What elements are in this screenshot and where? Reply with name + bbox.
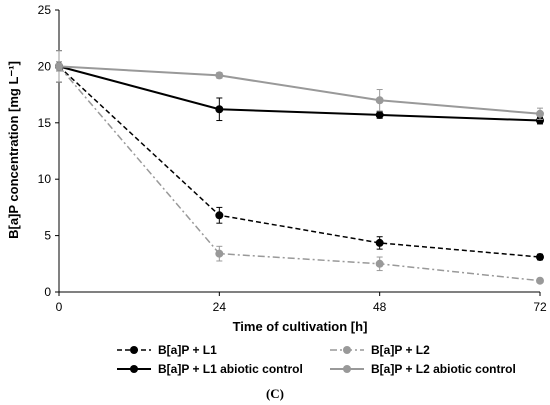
series-line (58, 65, 541, 122)
legend-marker (130, 365, 138, 373)
axes: 0 5 10 15 20 25 0 24 48 72 (38, 3, 547, 314)
x-axis-title: Time of cultivation [h] (233, 319, 368, 334)
series-3 (55, 61, 544, 120)
x-tick-label: 72 (533, 300, 547, 314)
data-point (215, 249, 224, 258)
data-point (375, 96, 384, 105)
legend-marker (130, 346, 138, 354)
data-point (215, 71, 224, 80)
y-tick-label: 5 (44, 229, 51, 243)
legend-marker (343, 346, 351, 354)
data-point (215, 105, 224, 114)
series-0 (55, 50, 544, 262)
y-tick-label: 15 (38, 116, 52, 130)
data-point (536, 276, 544, 285)
legend-item-2: B[a]P + L1 abiotic control (117, 362, 303, 376)
legend-label: B[a]P + L1 abiotic control (158, 362, 303, 376)
data-point (536, 116, 544, 125)
series-line (58, 65, 541, 115)
y-axis-title: B[a]P concentration [mg L⁻¹] (6, 61, 21, 239)
data-point (375, 238, 384, 247)
data-point (375, 110, 384, 119)
panel-label: (C) (266, 386, 284, 401)
data-point (536, 253, 544, 262)
y-tick-label: 25 (38, 3, 52, 17)
legend-item-0: B[a]P + L1 (117, 343, 217, 357)
legend-label: B[a]P + L1 (158, 343, 217, 357)
data-point (536, 109, 544, 118)
x-tick-label: 0 (56, 300, 63, 314)
data-point (55, 62, 63, 71)
legend-label: B[a]P + L2 (371, 343, 430, 357)
legend-marker (343, 365, 351, 373)
legend: B[a]P + L1 B[a]P + L2 B[a]P + L1 abiotic c… (117, 343, 516, 376)
x-tick-label: 24 (213, 300, 227, 314)
legend-label: B[a]P + L2 abiotic control (371, 362, 516, 376)
y-tick-label: 20 (38, 59, 52, 73)
data-point (375, 259, 384, 268)
series-line (58, 65, 541, 282)
series-1 (55, 50, 544, 285)
chart-marks (55, 50, 544, 285)
legend-item-1: B[a]P + L2 (330, 343, 430, 357)
y-tick-label: 10 (38, 172, 52, 186)
x-tick-label: 48 (373, 300, 387, 314)
legend-item-3: B[a]P + L2 abiotic control (330, 362, 516, 376)
y-tick-label: 0 (44, 285, 51, 299)
series-line (58, 65, 541, 258)
data-point (215, 211, 224, 220)
